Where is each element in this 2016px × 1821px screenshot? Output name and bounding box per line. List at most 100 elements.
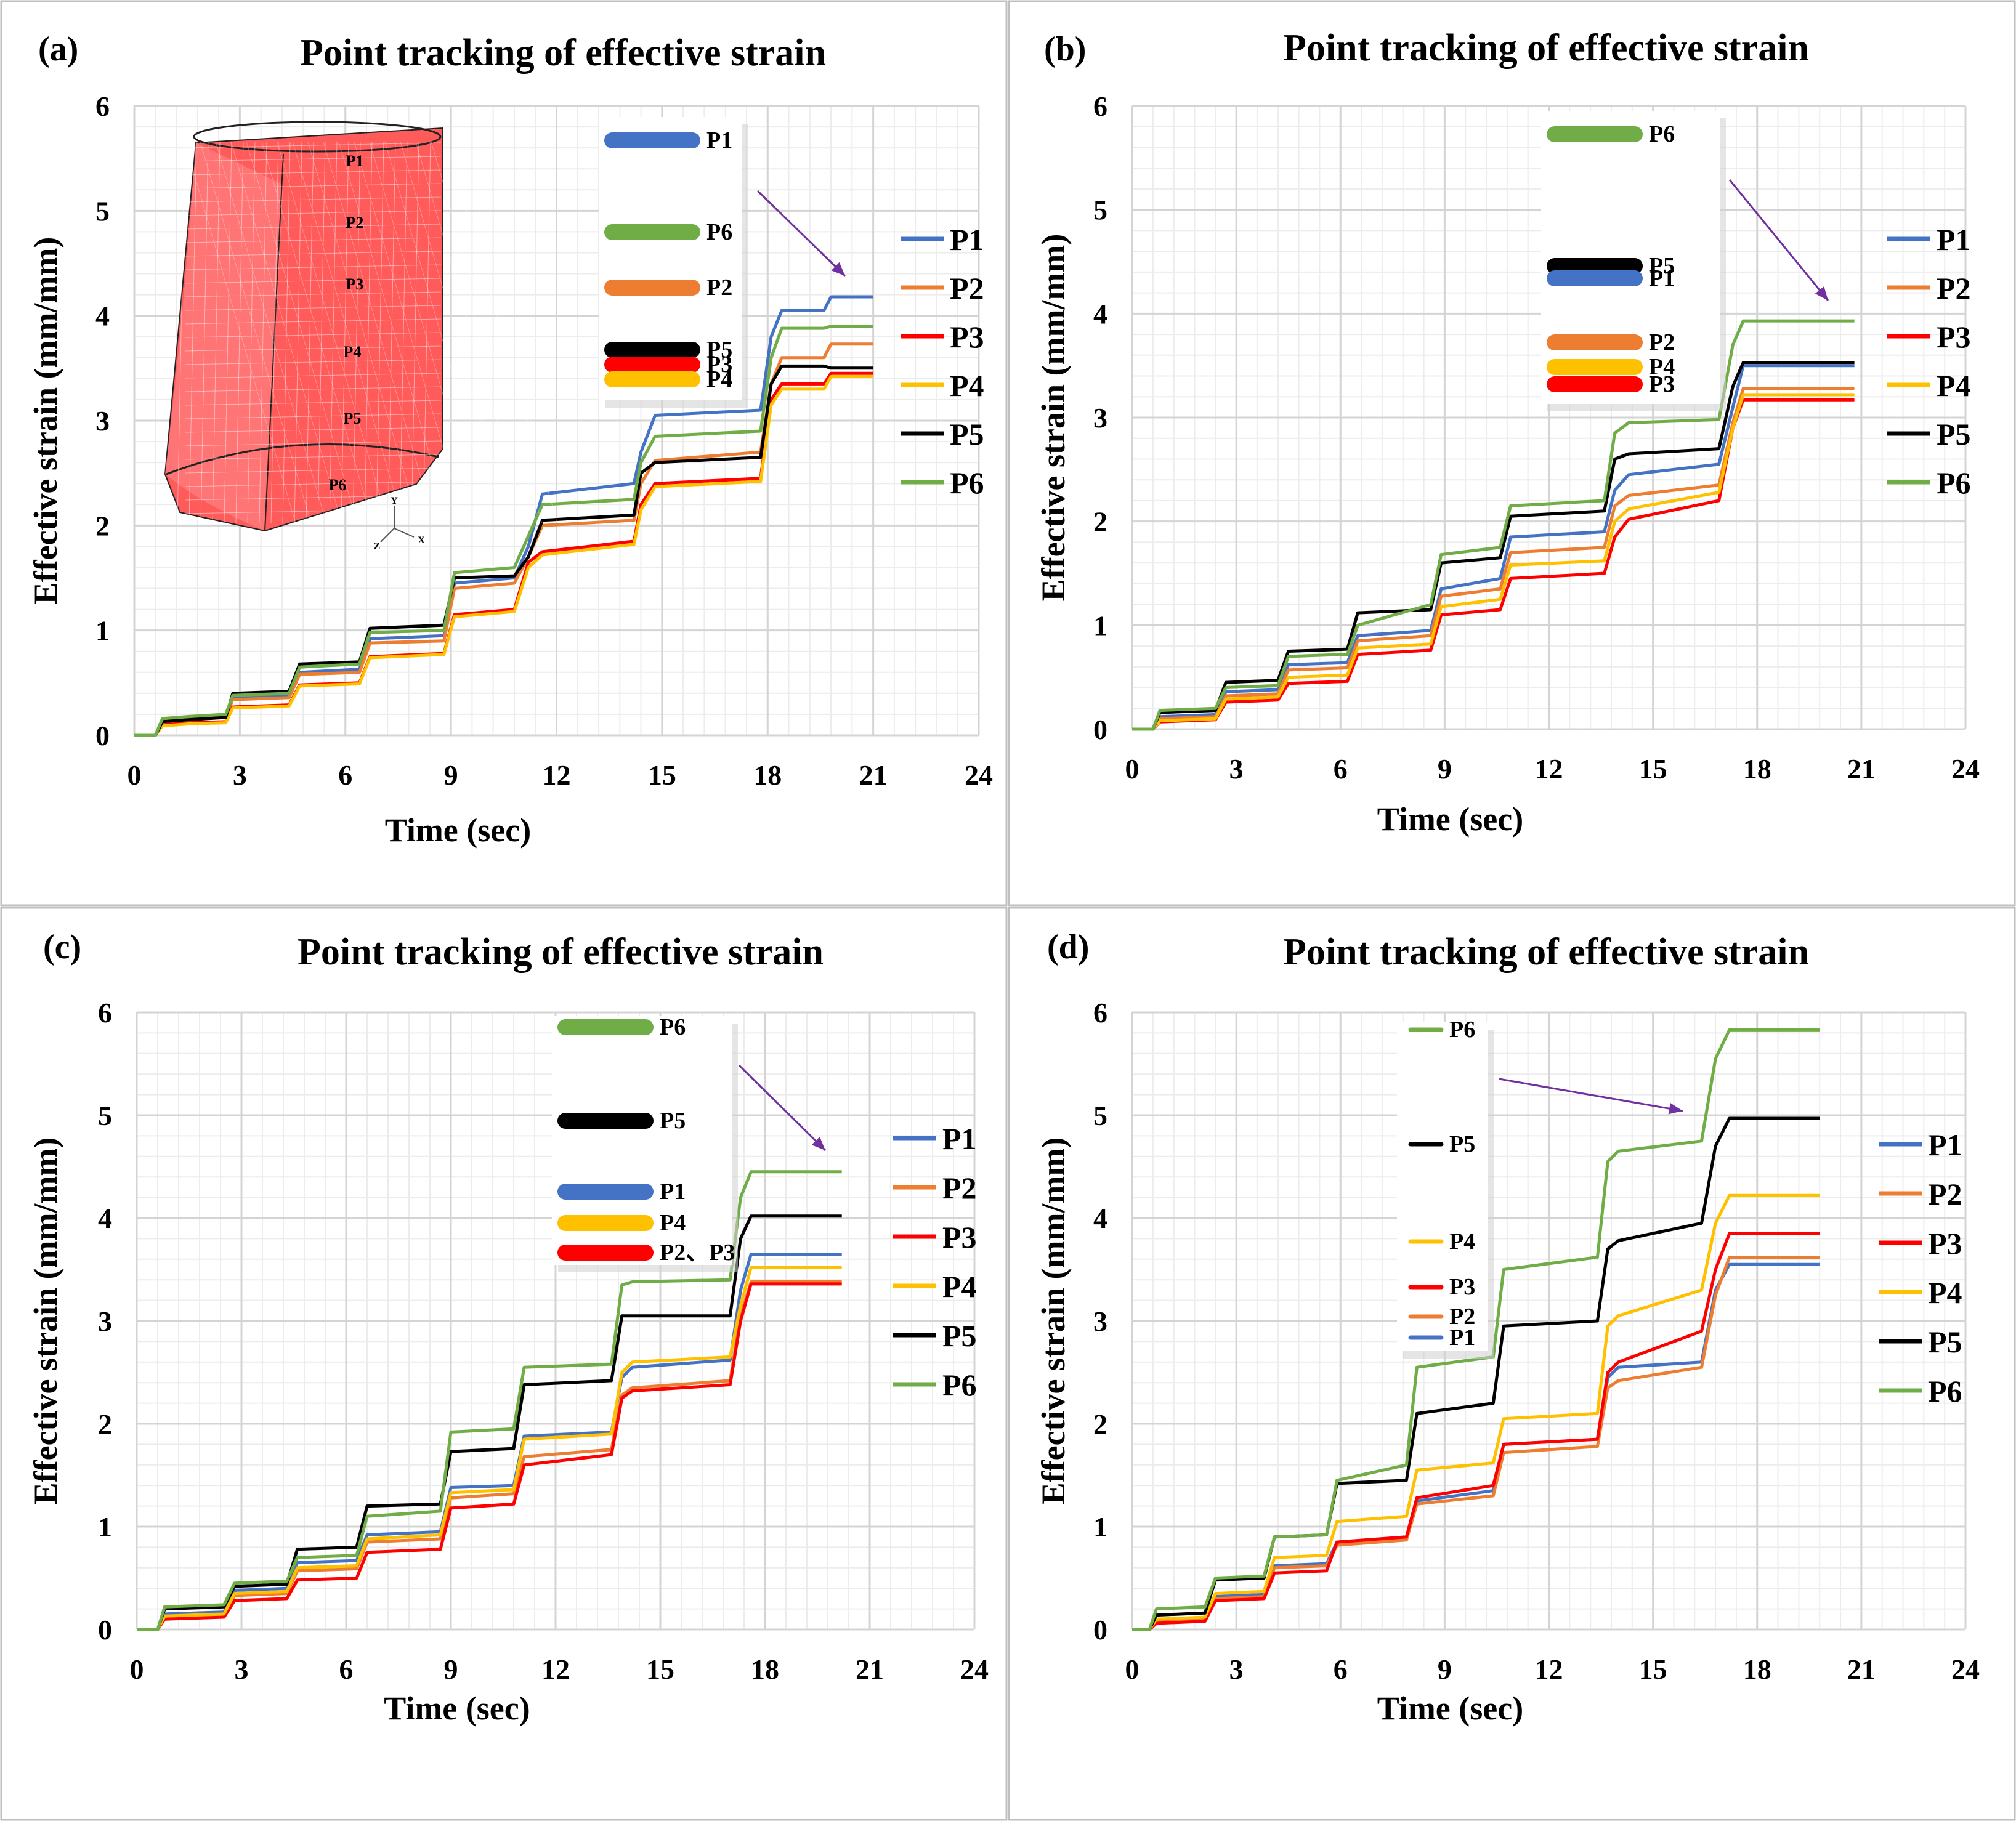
inset-label: P2: [706, 275, 732, 301]
x-tick-label: 6: [1334, 1653, 1348, 1685]
x-tick-label: 3: [1229, 753, 1244, 785]
series-line-p3: [1132, 398, 1855, 731]
series-group: [1132, 319, 1855, 731]
inset-label: P5: [1449, 1131, 1475, 1157]
series-line-p4: [1132, 1193, 1820, 1631]
mesh-grid-line: [364, 141, 373, 524]
x-tick-label: 12: [543, 759, 571, 791]
mesh-grid-line: [184, 454, 442, 460]
mesh-grid-line: [387, 141, 396, 524]
inset-label: P5: [706, 337, 732, 363]
mesh-grid-line: [323, 141, 435, 524]
mesh-grid-line: [369, 141, 481, 524]
x-tick-label: 9: [1438, 753, 1452, 785]
legend-label: P6: [950, 466, 984, 500]
series-line-p6: [137, 1170, 842, 1631]
x-tick-label: 3: [1229, 1653, 1244, 1685]
triad-label: Z: [374, 541, 381, 552]
inset-label: P6: [1649, 121, 1675, 147]
mesh-grid-line: [184, 305, 442, 311]
mesh-grid-line: [200, 141, 312, 524]
y-tick-label: 6: [1093, 91, 1107, 122]
mesh-grid-line: [184, 196, 442, 203]
legend-label: P5: [950, 417, 984, 451]
y-axis-label: Effective strain (mm/mm): [1035, 234, 1072, 602]
legend: P1 P2 P3 P4 P5 P6: [901, 222, 984, 500]
y-tick-label: 0: [95, 720, 110, 751]
inset-label: P5: [1649, 253, 1675, 279]
mesh-left-face: [165, 143, 283, 531]
x-tick-label: 21: [859, 759, 888, 791]
y-tick-label: 1: [98, 1511, 112, 1543]
x-tick-label: 0: [128, 759, 142, 791]
chart-title: Point tracking of effective strain: [300, 32, 826, 74]
chart-title: Point tracking of effective strain: [298, 931, 824, 973]
mesh-grid-line: [200, 141, 209, 524]
y-tick-label: 5: [95, 195, 110, 227]
mesh-point-label: P5: [344, 410, 362, 427]
mesh-grid-line: [184, 508, 442, 514]
y-tick-label: 2: [1093, 1408, 1107, 1440]
series-line-p6: [1132, 1028, 1820, 1631]
mesh-grid-line: [184, 156, 442, 162]
series-line-p3: [1132, 1232, 1820, 1631]
mesh-grid-line: [270, 141, 279, 524]
mesh-grid-line: [184, 345, 442, 352]
mesh-grid-line: [261, 141, 373, 524]
inset-legend: P6 P5 P1 P4 P2、P3: [552, 1014, 738, 1272]
mesh-grid-line: [376, 141, 384, 524]
legend-label: P6: [942, 1368, 977, 1402]
series-line-p5: [134, 364, 873, 737]
series-group: [134, 295, 873, 737]
mesh-grid-line: [277, 141, 389, 524]
axis-triad: Y Z X: [374, 496, 426, 552]
x-tick-label: 21: [856, 1653, 884, 1685]
x-tick-label: 12: [541, 1653, 570, 1685]
inset-label: P2: [1449, 1304, 1475, 1330]
mesh-grid-line: [292, 141, 404, 524]
panel-label: (b): [1044, 30, 1086, 68]
series-line-p1: [137, 1253, 842, 1631]
panel-label: (c): [43, 928, 81, 966]
series-line-p4: [134, 375, 873, 737]
callout-arrow: [738, 1064, 827, 1152]
mesh-grid-line: [184, 495, 442, 501]
y-tick-label: 1: [1093, 1511, 1107, 1543]
inset-label: P6: [1449, 1017, 1475, 1043]
arrow-head: [1815, 286, 1828, 301]
legend-label: P2: [950, 271, 984, 305]
mesh-grid-line: [317, 141, 326, 524]
triad-label: Y: [391, 496, 398, 506]
y-tick-label: 6: [95, 91, 110, 122]
x-axis-label: Time (sec): [385, 812, 531, 849]
x-tick-label: 6: [339, 1653, 354, 1685]
x-tick-label: 12: [1535, 1653, 1563, 1685]
mesh-front-edge: [264, 153, 284, 531]
arrow-head: [1668, 1102, 1683, 1115]
mesh-grid-line: [184, 237, 442, 243]
y-tick-label: 4: [95, 301, 110, 332]
panel-border: [0, 906, 1008, 1821]
x-tick-label: 0: [1125, 753, 1140, 785]
callout-arrow: [1499, 1078, 1683, 1112]
series-line-p4: [137, 1266, 842, 1631]
x-tick-label: 0: [130, 1653, 144, 1685]
mesh-grid-line: [188, 141, 197, 524]
mesh-grid-line: [247, 141, 256, 524]
mesh-grid-line: [212, 141, 221, 524]
chart-title: Point tracking of effective strain: [1283, 931, 1809, 973]
mesh-grid-line: [415, 141, 527, 524]
legend-label: P3: [1928, 1226, 1962, 1261]
mesh-grid-line: [184, 413, 442, 419]
x-tick-label: 15: [1639, 753, 1667, 785]
legend-label: P2: [942, 1171, 977, 1205]
mesh-grid-line: [184, 318, 442, 325]
grid: [1131, 1011, 1967, 1631]
y-axis-label: Effective strain (mm/mm): [27, 237, 64, 605]
mesh-point-label: P4: [344, 343, 362, 361]
inset-box: [1397, 1022, 1488, 1351]
y-tick-label: 2: [1093, 506, 1107, 538]
mesh-grid-line: [446, 141, 558, 524]
x-tick-label: 21: [1847, 753, 1876, 785]
